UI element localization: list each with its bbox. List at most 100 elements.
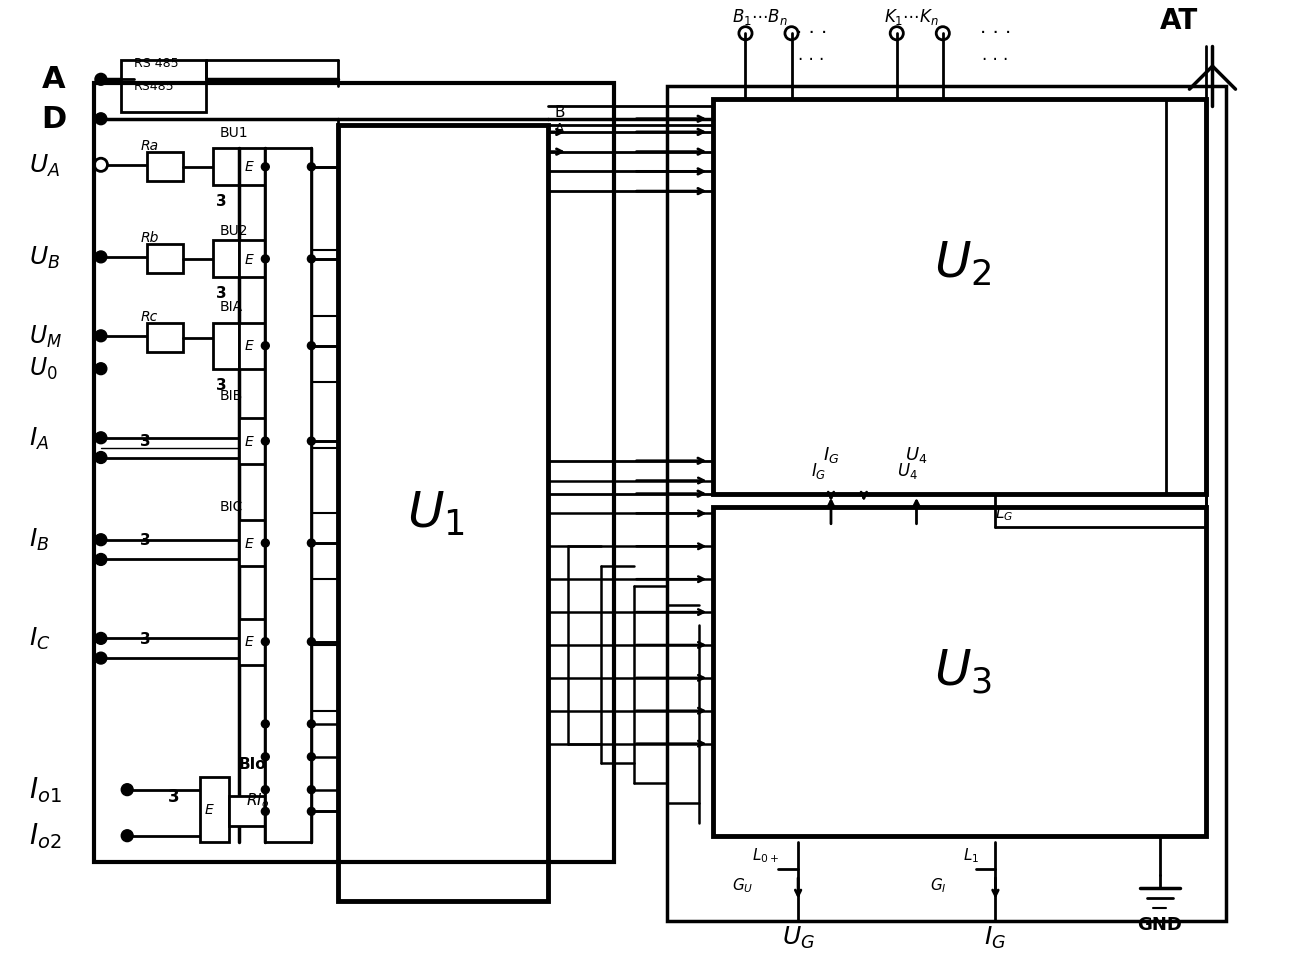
Text: BIC: BIC [220, 500, 242, 514]
Circle shape [308, 437, 316, 445]
Bar [147, 244, 183, 274]
Text: $U_4$: $U_4$ [896, 461, 917, 481]
Text: D: D [42, 105, 67, 134]
Text: $U_B$: $U_B$ [29, 244, 59, 271]
Text: GND: GND [1136, 915, 1181, 934]
Text: · · ·: · · · [797, 51, 823, 69]
Text: $L_G$: $L_G$ [994, 505, 1013, 523]
Circle shape [95, 554, 107, 565]
Bar [147, 323, 183, 353]
Text: · · ·: · · · [980, 24, 1010, 43]
Text: RS 485: RS 485 [134, 57, 179, 70]
Text: $U_3$: $U_3$ [932, 647, 990, 696]
Circle shape [121, 830, 133, 842]
Circle shape [95, 652, 107, 664]
Text: AT: AT [1159, 7, 1197, 35]
Circle shape [262, 342, 270, 350]
Circle shape [95, 363, 107, 375]
Text: BIB: BIB [220, 388, 242, 402]
Text: $I_{o1}$: $I_{o1}$ [29, 775, 62, 805]
Circle shape [308, 539, 316, 548]
Circle shape [308, 753, 316, 761]
Text: $U_1$: $U_1$ [408, 489, 464, 538]
Text: 3: 3 [141, 533, 151, 548]
Text: Ra: Ra [141, 139, 158, 153]
Text: Rb: Rb [141, 231, 159, 244]
Circle shape [95, 452, 107, 464]
Text: A: A [42, 66, 66, 95]
Text: RS485: RS485 [134, 80, 175, 93]
Text: $U_A$: $U_A$ [29, 153, 59, 178]
Circle shape [262, 255, 270, 263]
Text: $K_1 \cdots K_n$: $K_1 \cdots K_n$ [882, 8, 938, 27]
Text: 3: 3 [167, 787, 179, 805]
Circle shape [308, 638, 316, 645]
Bar [338, 126, 548, 902]
Text: $I_G$: $I_G$ [984, 924, 1006, 951]
Circle shape [262, 720, 270, 728]
Text: Rc: Rc [141, 310, 158, 324]
Bar [239, 619, 266, 665]
Bar [711, 100, 1205, 494]
Circle shape [95, 251, 107, 263]
Circle shape [308, 255, 316, 263]
Bar [121, 61, 206, 112]
Circle shape [308, 720, 316, 728]
Text: $I_C$: $I_C$ [29, 626, 50, 651]
Text: E: E [245, 160, 252, 174]
Text: E: E [245, 339, 252, 353]
Text: E: E [245, 536, 252, 551]
Bar [213, 323, 239, 369]
Text: $G_I$: $G_I$ [928, 875, 945, 895]
Bar [266, 149, 312, 842]
Bar [213, 241, 239, 277]
Text: $B_1 \cdots B_n$: $B_1 \cdots B_n$ [731, 8, 788, 27]
Circle shape [262, 163, 270, 171]
Circle shape [95, 113, 107, 125]
Bar [229, 796, 272, 826]
Circle shape [308, 342, 316, 350]
Text: · · ·: · · · [981, 51, 1007, 69]
Circle shape [308, 163, 316, 171]
Bar [239, 323, 266, 369]
Bar [711, 508, 1205, 836]
Circle shape [121, 784, 133, 796]
Text: 3: 3 [141, 434, 151, 449]
Bar [147, 153, 183, 182]
Circle shape [262, 786, 270, 794]
Text: · · ·: · · · [796, 24, 826, 43]
Text: B: B [555, 106, 565, 120]
Text: $U_4$: $U_4$ [905, 445, 927, 465]
Circle shape [262, 753, 270, 761]
Bar [213, 149, 239, 185]
Text: 3: 3 [216, 378, 226, 393]
Text: $L_{0+}$: $L_{0+}$ [751, 846, 778, 865]
Text: $L_1$: $L_1$ [961, 846, 978, 865]
Text: $I_G$: $I_G$ [810, 461, 826, 481]
Circle shape [95, 74, 107, 86]
Text: A: A [555, 122, 564, 136]
Bar [239, 520, 266, 566]
Circle shape [262, 437, 270, 445]
Text: $I_B$: $I_B$ [29, 527, 49, 554]
Bar [239, 419, 266, 465]
Circle shape [95, 432, 107, 444]
Circle shape [95, 331, 107, 342]
Text: $U_2$: $U_2$ [934, 240, 990, 289]
Text: $RI_o$: $RI_o$ [246, 790, 268, 809]
Bar [665, 86, 1224, 921]
Circle shape [262, 539, 270, 548]
Text: $U_M$: $U_M$ [29, 323, 62, 349]
Text: $U_0$: $U_0$ [29, 356, 58, 382]
Text: BU2: BU2 [220, 224, 247, 238]
Text: BIo: BIo [239, 756, 267, 771]
Bar [239, 241, 266, 277]
Bar [200, 777, 229, 842]
Text: BIA: BIA [220, 299, 242, 314]
Circle shape [308, 808, 316, 816]
Circle shape [95, 534, 107, 546]
Circle shape [262, 808, 270, 816]
Text: 3: 3 [216, 286, 226, 301]
Bar [95, 83, 614, 862]
Text: $I_{o2}$: $I_{o2}$ [29, 821, 60, 851]
